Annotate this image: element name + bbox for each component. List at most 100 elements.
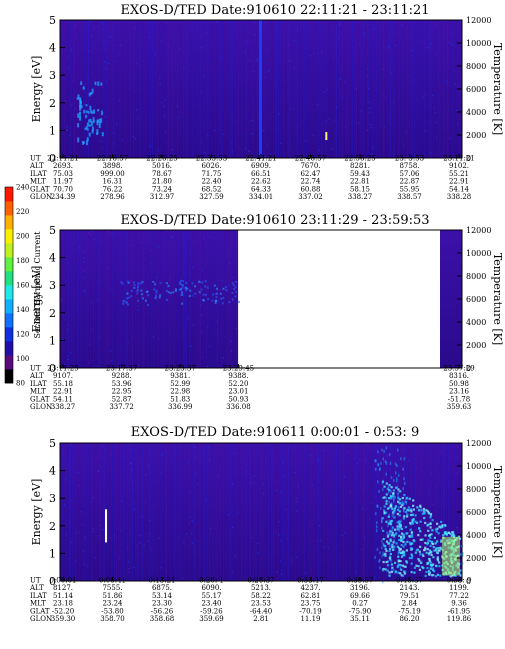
y-tick-label: 4 bbox=[49, 42, 56, 55]
table-cell: 2.84 bbox=[402, 600, 418, 608]
table-cell: 54.14 bbox=[449, 185, 470, 193]
table-cell: 6026. bbox=[201, 162, 221, 170]
ephemeris-table: UT 23:11:29 23:17:37 23:23:37 23:29:45 23:57:… bbox=[29, 365, 475, 412]
table-cell: -75.19 bbox=[398, 607, 420, 615]
y-right-tick-label: 0 bbox=[466, 154, 471, 163]
table-cell: 62.47 bbox=[300, 170, 320, 178]
table-cell: 6909. bbox=[251, 162, 271, 170]
table-cell: 58.22 bbox=[251, 592, 271, 600]
table-cell: 51.14 bbox=[53, 592, 74, 600]
y-tick-label: 3 bbox=[49, 279, 56, 292]
y-right-tick-label: 2000 bbox=[466, 341, 486, 350]
row-label-alt: ALT bbox=[29, 372, 44, 380]
y-tick-label: 4 bbox=[49, 252, 56, 265]
table-cell: 9.36 bbox=[451, 600, 467, 608]
table-cell: 234.39 bbox=[51, 193, 76, 201]
row-label-ilat: ILAT bbox=[30, 592, 47, 600]
table-cell: 11.97 bbox=[53, 178, 73, 186]
row-label-ilat: ILAT bbox=[30, 170, 47, 178]
panel-1: EXOS-D/TED Date:910610 22:11:21 - 23:11:… bbox=[29, 3, 504, 201]
y-right-tick-label: 12000 bbox=[466, 439, 491, 448]
table-cell: -70.19 bbox=[299, 607, 321, 615]
panel-title: EXOS-D/TED Date:910610 23:11:29 - 23:59:… bbox=[120, 213, 429, 228]
row-label-mlt: MLT bbox=[30, 600, 46, 608]
ut-tick-label: 23:17:37 bbox=[106, 365, 137, 373]
table-cell: 52.99 bbox=[170, 380, 190, 388]
y-tick-label: 1 bbox=[49, 334, 56, 347]
table-cell: -64.40 bbox=[250, 607, 272, 615]
y-tick-label: 2 bbox=[49, 520, 56, 533]
table-cell: 2693. bbox=[53, 162, 73, 170]
table-cell: 336.08 bbox=[226, 403, 251, 411]
table-cell: 8758. bbox=[399, 162, 419, 170]
table-cell: 75.03 bbox=[53, 170, 73, 178]
table-cell: -59.26 bbox=[200, 607, 223, 615]
table-cell: 11.19 bbox=[300, 615, 320, 623]
y-tick-label: 5 bbox=[49, 14, 56, 27]
table-cell: 338.28 bbox=[447, 193, 472, 201]
colorbar-segment bbox=[5, 285, 13, 300]
colorbar-tick-label: 100 bbox=[16, 355, 29, 363]
table-cell: 23.24 bbox=[102, 600, 123, 608]
colorbar-segment bbox=[5, 215, 13, 230]
row-label-glat: GLAT bbox=[30, 185, 50, 193]
table-cell: 22.40 bbox=[201, 178, 221, 186]
row-label-mlt: MLT bbox=[30, 388, 46, 396]
table-cell: 22.81 bbox=[350, 178, 370, 186]
table-cell: -61.95 bbox=[448, 607, 470, 615]
table-cell: 50.98 bbox=[449, 380, 469, 388]
panel-title: EXOS-D/TED Date:910610 22:11:21 - 23:11:… bbox=[120, 3, 429, 18]
y-right-tick-label: 2000 bbox=[466, 554, 486, 563]
table-cell: 22.62 bbox=[251, 178, 271, 186]
table-cell: 337.02 bbox=[298, 193, 323, 201]
ut-tick-label: 22:26:25 bbox=[146, 155, 177, 163]
table-cell: 7555. bbox=[102, 584, 122, 592]
table-cell: -53.80 bbox=[101, 607, 123, 615]
table-cell: 22.87 bbox=[399, 178, 419, 186]
table-cell: 22.98 bbox=[170, 388, 190, 396]
row-label-glon: GLON bbox=[30, 403, 52, 411]
y-tick-label: 0 bbox=[49, 362, 56, 375]
table-cell: -75.90 bbox=[349, 607, 371, 615]
table-cell: 6875. bbox=[152, 584, 172, 592]
y-tick-label: 0 bbox=[49, 575, 56, 588]
table-cell: 338.57 bbox=[397, 193, 422, 201]
table-cell: 0.27 bbox=[352, 600, 368, 608]
spectrogram-tail bbox=[440, 230, 462, 368]
table-cell: 69.66 bbox=[350, 592, 371, 600]
table-cell: 3898. bbox=[102, 162, 122, 170]
y-right-tick-label: 0 bbox=[466, 577, 471, 586]
colorbar-tick-label: 220 bbox=[16, 208, 29, 216]
y-tick-label: 5 bbox=[49, 224, 56, 237]
y-tick-label: 5 bbox=[49, 437, 56, 450]
colorbar-segment bbox=[5, 271, 13, 286]
table-cell: 358.68 bbox=[150, 615, 175, 623]
table-cell: 23.75 bbox=[300, 600, 320, 608]
y-right-tick-label: 4000 bbox=[466, 318, 486, 327]
colorbar-tick-label: 160 bbox=[16, 282, 29, 290]
y-axis-label: Energy [eV] bbox=[30, 479, 43, 546]
table-cell: 23.16 bbox=[449, 388, 470, 396]
y-axis-label: Energy [eV] bbox=[30, 266, 43, 333]
spectrogram-texture bbox=[60, 20, 462, 158]
table-cell: 8316. bbox=[449, 372, 469, 380]
colorbar-segment bbox=[5, 187, 13, 202]
table-cell: 62.81 bbox=[300, 592, 320, 600]
table-cell: 55.17 bbox=[201, 592, 221, 600]
y-tick-label: 4 bbox=[49, 465, 56, 478]
table-cell: 9102. bbox=[449, 162, 469, 170]
y-tick-label: 1 bbox=[49, 124, 56, 137]
table-cell: 8127. bbox=[53, 584, 73, 592]
table-cell: 57.06 bbox=[399, 170, 420, 178]
row-label-mlt: MLT bbox=[30, 178, 46, 186]
colorbar-segment bbox=[5, 355, 13, 370]
table-cell: 58.15 bbox=[350, 185, 370, 193]
table-cell: 22.91 bbox=[449, 178, 469, 186]
table-cell: 7670. bbox=[300, 162, 320, 170]
table-cell: 73.24 bbox=[152, 185, 173, 193]
row-label-ut: UT bbox=[30, 577, 41, 585]
table-cell: 327.59 bbox=[199, 193, 224, 201]
panel-3: EXOS-D/TED Date:910611 0:00:01 - 0:53: 9… bbox=[29, 425, 504, 623]
y-tick-label: 3 bbox=[49, 69, 56, 82]
